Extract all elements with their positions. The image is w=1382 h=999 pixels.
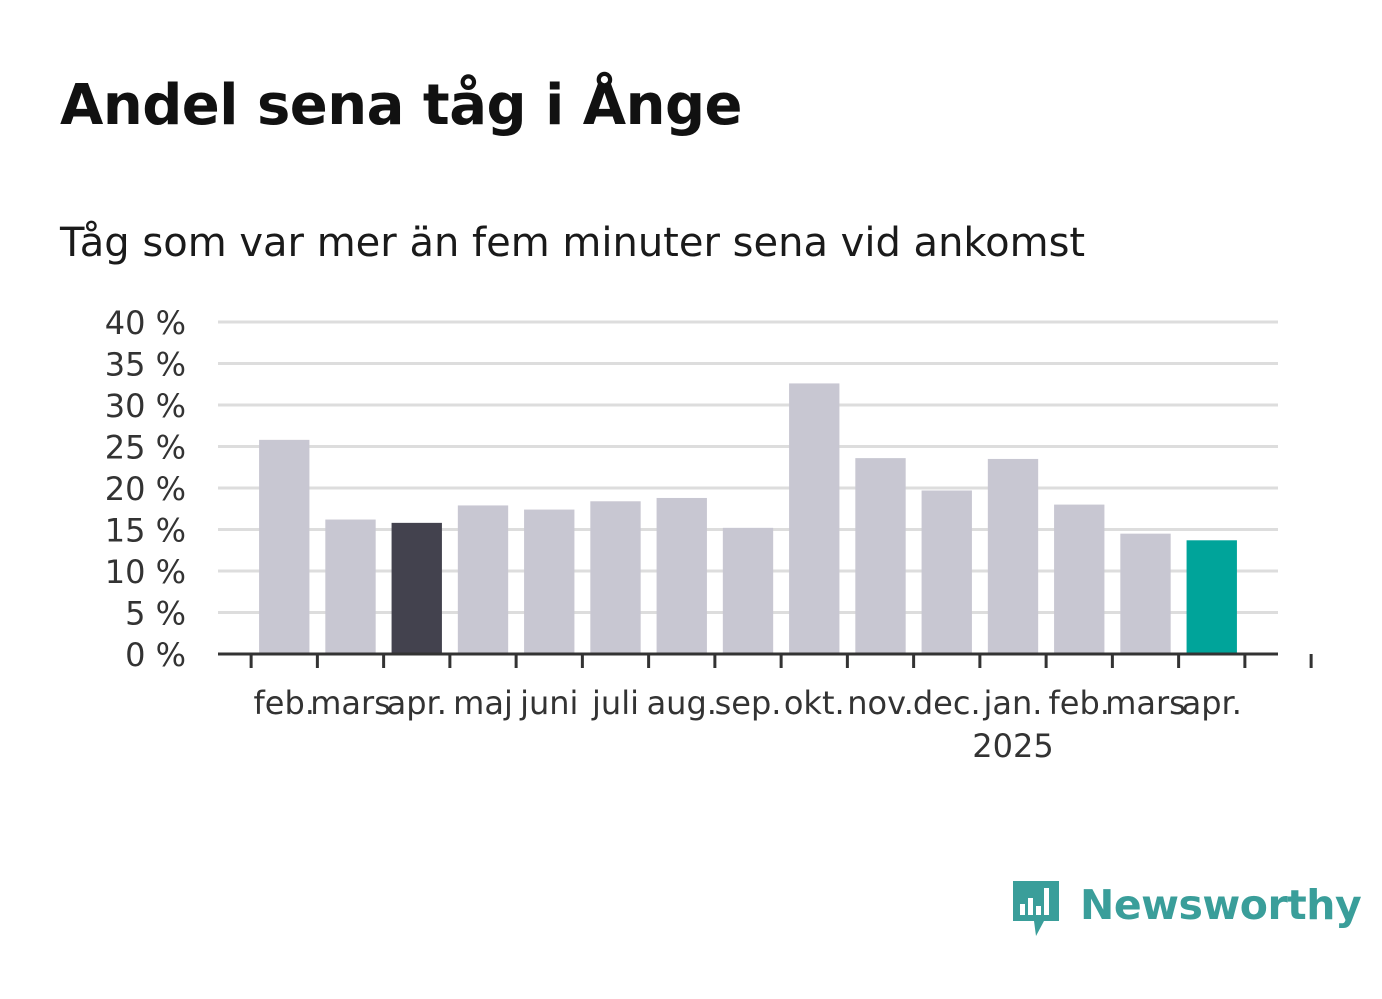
y-tick-label: 5 % (125, 595, 186, 633)
bar-8 (789, 383, 840, 654)
y-tick-label: 40 % (105, 304, 186, 342)
newsworthy-logo-text: Newsworthy (1080, 881, 1362, 929)
y-tick-label: 35 % (105, 346, 186, 384)
bar-4 (524, 509, 575, 654)
x-tick-label: apr. (1182, 684, 1242, 722)
y-axis-ticks: 0 %5 % 10 %15 % 20 %25 % 30 %35 % 40 % (105, 304, 186, 674)
x-tick-label: juli (591, 684, 639, 722)
bars (259, 383, 1237, 654)
bar-10 (921, 490, 972, 654)
x-tick-label: feb. (1049, 684, 1110, 722)
x-tick-label: apr. (387, 684, 447, 722)
bar-5 (590, 501, 641, 654)
bar-13 (1120, 533, 1171, 654)
y-tick-label: 0 % (125, 636, 186, 674)
bar-6 (656, 497, 707, 654)
x-tick-label: sep. (715, 684, 782, 722)
x-tick-label: okt. (784, 684, 845, 722)
x-tick-label: mars (1105, 684, 1186, 722)
y-tick-label: 15 % (105, 512, 186, 550)
bar-2 (391, 522, 442, 654)
bar-11 (987, 458, 1039, 654)
x-axis (218, 652, 1313, 668)
x-tick-label: feb. (254, 684, 315, 722)
bar-chart: 0 %5 %10 %15 %20 %25 %30 %35 %40 % feb.m… (105, 304, 1313, 765)
x-year-label: 2025 (972, 727, 1053, 765)
y-tick-label: 25 % (105, 429, 186, 467)
y-tick-label: 20 % (105, 470, 186, 508)
x-tick-label: nov. (847, 684, 913, 722)
chart-subtitle: Tåg som var mer än fem minuter sena vid … (60, 220, 1086, 266)
chart-title: Andel sena tåg i Ånge (60, 73, 743, 138)
bar-9 (855, 458, 906, 654)
y-tick-label: 10 % (105, 553, 186, 591)
x-tick-label: mars (310, 684, 391, 722)
bar-12 (1054, 504, 1105, 654)
bar-7 (722, 527, 774, 654)
y-tick-label: 30 % (105, 387, 186, 425)
x-tick-label: dec. (913, 684, 981, 722)
bar-0 (259, 439, 310, 654)
x-tick-label: jan. (983, 684, 1043, 722)
bar-14 (1186, 540, 1237, 654)
x-tick-label: juni (519, 684, 578, 722)
newsworthy-logo-icon (1013, 881, 1059, 936)
newsworthy-logo: Newsworthy (1010, 878, 1362, 942)
bar-1 (325, 519, 376, 654)
x-tick-label: aug. (647, 684, 717, 722)
bar-3 (457, 505, 509, 654)
x-tick-label: maj (453, 684, 513, 722)
